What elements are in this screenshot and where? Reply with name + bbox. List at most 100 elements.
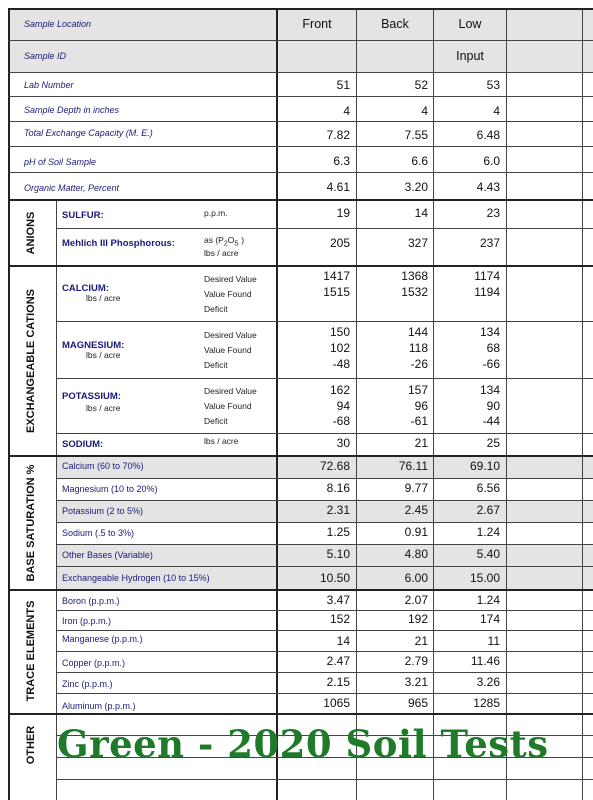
calcium-unit: lbs / acre [86, 293, 121, 303]
bs-sodium-back: 0.91 [404, 525, 428, 539]
row-label-organic-matter: Organic Matter, Percent [24, 183, 120, 193]
col-divider-low-next [506, 8, 507, 800]
row-line-4 [8, 121, 593, 122]
bs-other-bases-front: 5.10 [326, 547, 350, 561]
other-line-2 [56, 757, 593, 758]
magnesium-found-label: Value Found [204, 345, 252, 355]
row-line-7 [8, 199, 593, 201]
te-boron-front: 3.47 [326, 593, 350, 607]
phosphorous-front: 205 [329, 236, 350, 250]
organic-matter-front: 4.61 [326, 180, 350, 194]
sample-depth-back: 4 [421, 104, 428, 118]
potassium-label: POTASSIUM: [62, 391, 121, 402]
row-line-6 [8, 172, 593, 173]
phosphorous-low: 237 [479, 236, 500, 250]
te-zinc-low: 3.26 [476, 675, 500, 689]
te-iron-front: 152 [329, 612, 350, 626]
phos-unit-o: O [227, 235, 235, 245]
row-label-tec: Total Exchange Capacity (M. E.) [24, 128, 153, 138]
col-divider-front-back [356, 8, 357, 800]
col-divider-back-low [433, 8, 434, 800]
bs-calcium-low: 69.10 [469, 459, 500, 473]
te-manganese-back: 21 [414, 634, 428, 648]
bs-hydrogen-low: 15.00 [469, 571, 500, 585]
calcium-deficit-label: Deficit [204, 304, 228, 314]
sample-depth-low: 4 [493, 104, 500, 118]
te-aluminum-front: 1065 [323, 696, 350, 710]
bs-line-2 [56, 500, 593, 501]
bs-label-magnesium: Magnesium (10 to 20%) [62, 484, 158, 494]
phosphorous-back: 327 [407, 236, 428, 250]
te-aluminum-back: 965 [407, 696, 428, 710]
magnesium-unit: lbs / acre [86, 350, 121, 360]
potassium-low-found: 90 [486, 399, 500, 413]
sodium-unit: lbs / acre [204, 436, 239, 446]
potassium-back-found: 96 [414, 399, 428, 413]
bs-label-hydrogen: Exchangeable Hydrogen (10 to 15%) [62, 573, 210, 583]
bs-potassium-low: 2.67 [476, 503, 500, 517]
magnesium-back-deficit: -26 [410, 357, 428, 371]
row-label-sample-depth: Sample Depth in inches [24, 105, 120, 115]
bs-magnesium-front: 8.16 [326, 481, 350, 495]
row-label-ph: pH of Soil Sample [24, 157, 97, 167]
col-header-back: Back [381, 17, 409, 31]
bs-potassium-front: 2.31 [326, 503, 350, 517]
potassium-desired-label: Desired Value [204, 386, 257, 396]
magnesium-back-desired: 144 [407, 325, 428, 339]
bs-hydrogen-front: 10.50 [319, 571, 350, 585]
lab-number-low: 53 [486, 78, 500, 92]
bs-label-sodium: Sodium (.5 to 3%) [62, 528, 135, 538]
bs-other-bases-low: 5.40 [476, 547, 500, 561]
row-line-5 [8, 146, 593, 147]
bs-calcium-back: 76.11 [398, 459, 428, 473]
sulfur-front: 19 [336, 206, 350, 220]
col-header-front: Front [302, 17, 332, 31]
top-border [8, 8, 593, 10]
col-divider-label [276, 8, 278, 800]
potassium-front-found: 94 [336, 399, 350, 413]
organic-matter-back: 3.20 [404, 180, 428, 194]
bs-line-4 [56, 544, 593, 545]
magnesium-low-desired: 134 [479, 325, 500, 339]
row-line-potassium [56, 433, 593, 434]
calcium-back-found: 1532 [401, 285, 428, 299]
te-copper-front: 2.47 [326, 654, 350, 668]
row-line-magnesium [56, 378, 593, 379]
calcium-back-desired: 1368 [401, 269, 428, 283]
section-label-other: OTHER [25, 725, 37, 765]
potassium-back-deficit: -61 [410, 414, 428, 428]
phosphorous-label: Mehlich III Phosphorous: [62, 238, 175, 249]
te-label-boron: Boron (p.p.m.) [62, 596, 120, 606]
ph-low: 6.0 [483, 154, 500, 168]
sulfur-unit: p.p.m. [204, 208, 228, 218]
te-boron-low: 1.24 [476, 593, 500, 607]
section-label-cations: EXCHANGEABLE CATIONS [25, 288, 37, 434]
te-bottom [8, 713, 593, 715]
tec-front: 7.82 [326, 128, 350, 142]
bs-sodium-low: 1.24 [476, 525, 500, 539]
magnesium-low-found: 68 [486, 341, 500, 355]
te-zinc-back: 3.21 [404, 675, 428, 689]
te-manganese-front: 14 [336, 634, 350, 648]
calcium-low-found: 1194 [474, 285, 500, 299]
table-left-border [8, 8, 10, 800]
bs-hydrogen-back: 6.00 [404, 571, 428, 585]
calcium-label: CALCIUM: [62, 283, 109, 294]
potassium-found-label: Value Found [204, 401, 252, 411]
te-line-4 [56, 672, 593, 673]
bs-calcium-front: 72.68 [319, 459, 350, 473]
other-line-1 [56, 735, 593, 736]
calcium-found-label: Value Found [204, 289, 252, 299]
te-label-aluminum: Aluminum (p.p.m.) [62, 701, 136, 711]
organic-matter-low: 4.43 [476, 180, 500, 194]
phos-sub-5: 5 [234, 240, 239, 248]
potassium-unit: lbs / acre [86, 403, 121, 413]
phos-sub-2: 2 [223, 240, 228, 248]
row-line-3 [8, 96, 593, 97]
bs-potassium-back: 2.45 [404, 503, 428, 517]
bs-row-shade-2 [57, 500, 593, 522]
row-line-1 [8, 40, 593, 41]
bs-line-1 [56, 478, 593, 479]
te-aluminum-low: 1285 [473, 696, 500, 710]
te-label-manganese: Manganese (p.p.m.) [62, 634, 143, 644]
